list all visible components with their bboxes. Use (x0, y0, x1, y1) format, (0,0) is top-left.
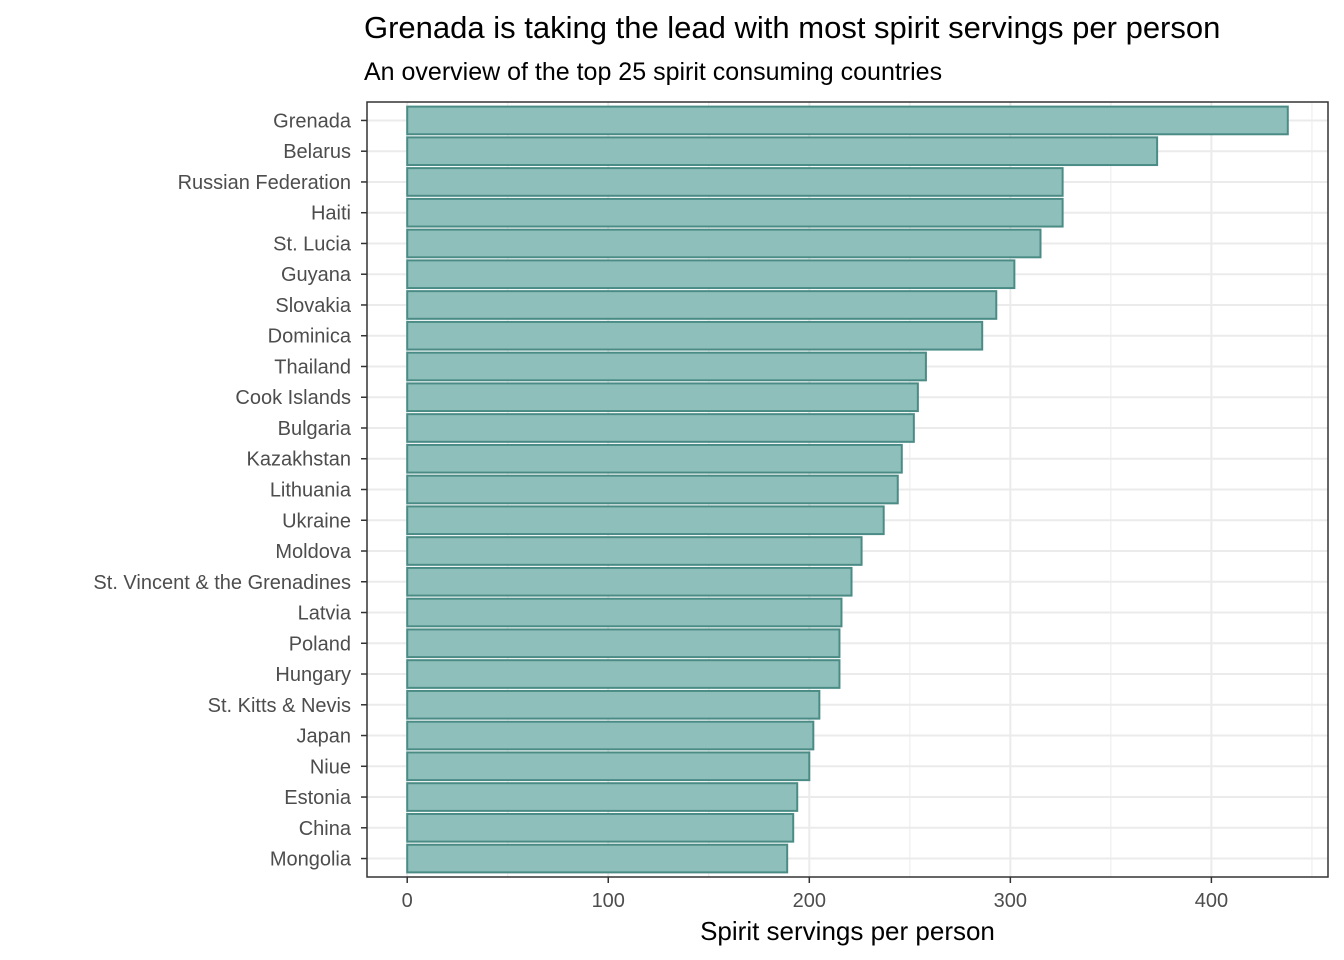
bar (406, 351, 927, 382)
y-tick-label: Haiti (311, 203, 351, 225)
bar (406, 659, 841, 689)
chart-title: Grenada is taking the lead with most spi… (364, 10, 1221, 45)
bar (406, 628, 841, 659)
bar (406, 812, 795, 843)
bar (406, 259, 1016, 290)
y-tick-label: Grenada (273, 110, 352, 132)
bar (406, 413, 915, 443)
bar (406, 443, 903, 474)
y-tick-label: Ukraine (282, 510, 351, 532)
y-tick-label: Niue (310, 756, 351, 778)
y-tick-label: Mongolia (270, 849, 352, 871)
y-tick-label: Thailand (274, 356, 351, 378)
x-tick-label: 200 (793, 890, 826, 912)
bar (406, 290, 998, 320)
y-tick-label: St. Vincent & the Grenadines (93, 572, 351, 594)
y-tick-label: Hungary (275, 664, 351, 686)
y-tick-label: Estonia (284, 787, 352, 809)
chart-subtitle: An overview of the top 25 spirit consumi… (364, 58, 943, 86)
x-tick-label: 0 (402, 890, 413, 912)
y-tick-label: Moldova (275, 541, 351, 563)
y-tick-label: Latvia (298, 603, 352, 625)
y-tick-label: China (299, 818, 352, 840)
bar (406, 536, 863, 566)
bar (406, 751, 811, 782)
y-tick-label: Lithuania (270, 480, 352, 502)
bar (406, 320, 984, 351)
y-tick-label: Poland (289, 633, 351, 655)
y-tick-label: Russian Federation (178, 172, 351, 194)
bar (406, 136, 1159, 167)
bar (406, 228, 1042, 259)
x-tick-label: 300 (994, 890, 1027, 912)
x-tick-label: 400 (1195, 890, 1228, 912)
y-tick-label: Belarus (283, 141, 351, 163)
y-tick-label: Guyana (281, 264, 352, 286)
bar (406, 566, 853, 597)
x-tick-label: 100 (592, 890, 625, 912)
y-tick-label: Slovakia (275, 295, 351, 317)
y-axis: Grenada Belarus Russian Federation Haiti St.… (93, 110, 367, 871)
bar (406, 843, 789, 874)
bar (406, 505, 885, 536)
y-tick-label: Dominica (268, 326, 352, 348)
bar (406, 167, 1064, 197)
x-axis: 0 100 200 300 400 (402, 877, 1228, 912)
y-tick-label: Cook Islands (235, 387, 351, 409)
x-axis-title: Spirit servings per person (700, 916, 995, 946)
bars (406, 105, 1289, 874)
y-tick-label: Bulgaria (278, 418, 352, 440)
bar (406, 197, 1064, 228)
bar (406, 105, 1289, 136)
y-tick-label: St. Kitts & Nevis (208, 695, 351, 717)
y-tick-label: Japan (297, 726, 352, 748)
y-tick-label: St. Lucia (273, 233, 352, 255)
bar (406, 474, 899, 505)
bar (406, 782, 799, 812)
bar (406, 382, 919, 413)
bar (406, 597, 843, 628)
bar (406, 689, 821, 720)
y-tick-label: Kazakhstan (246, 449, 351, 471)
bar (406, 720, 815, 751)
